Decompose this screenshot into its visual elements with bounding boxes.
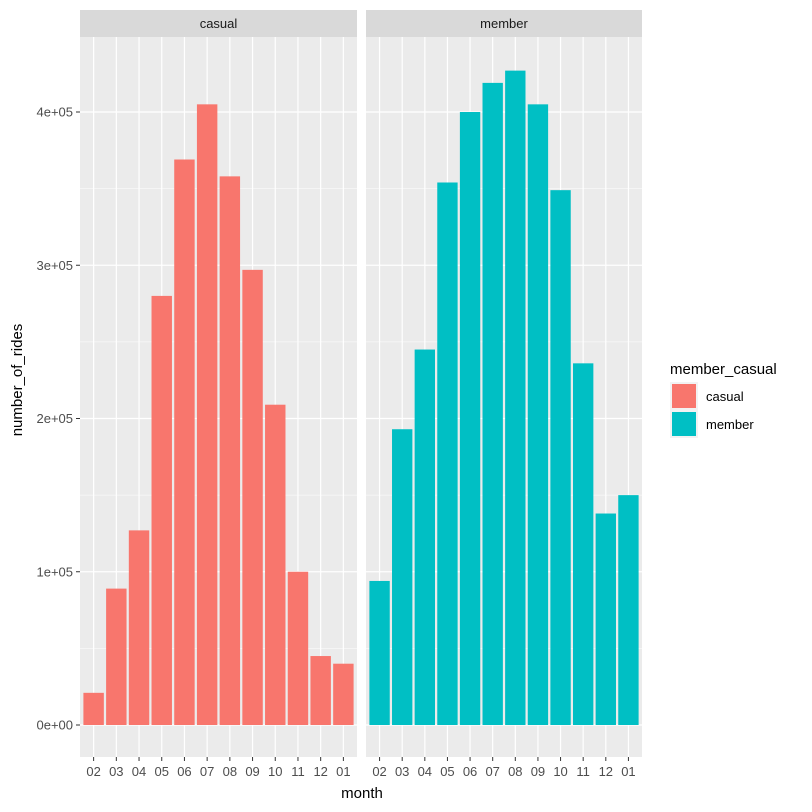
x-tick-label: 08 [508, 764, 522, 779]
bar-member-11 [573, 363, 594, 725]
bar-casual-06 [174, 159, 195, 725]
bar-member-12 [595, 513, 616, 725]
x-tick-label: 09 [245, 764, 259, 779]
x-tick-label: 06 [177, 764, 191, 779]
x-tick-label: 05 [155, 764, 169, 779]
bar-member-07 [482, 82, 503, 725]
bar-casual-10 [265, 404, 286, 725]
x-tick-label: 08 [223, 764, 237, 779]
x-tick-label: 10 [553, 764, 567, 779]
x-tick-label: 03 [395, 764, 409, 779]
x-axis-title: month [341, 785, 383, 802]
bar-casual-01 [333, 663, 354, 725]
bar-casual-12 [310, 656, 331, 725]
bar-member-01 [618, 495, 639, 725]
bar-member-09 [527, 104, 549, 725]
x-tick-label: 01 [621, 764, 635, 779]
y-axis: 0e+00 1e+05 2e+05 3e+05 4e+05 [36, 105, 80, 733]
bar-casual-04 [128, 530, 150, 725]
x-tick-label: 11 [291, 764, 305, 779]
facet-strip [80, 10, 357, 37]
legend-title: member_casual [670, 361, 777, 378]
bar-member-06 [459, 112, 481, 725]
legend: member_casual casual member [670, 361, 777, 438]
x-tick-label: 05 [440, 764, 454, 779]
bar-casual-07 [196, 104, 218, 725]
x-tick-label: 07 [200, 764, 214, 779]
y-axis-title: number_of_rides [9, 324, 26, 437]
bar-member-05 [437, 182, 458, 725]
y-tick-label: 0e+00 [36, 718, 73, 733]
bar-casual-09 [242, 269, 263, 725]
bar-member-02 [369, 580, 390, 725]
x-tick-label: 04 [418, 764, 432, 779]
legend-swatch-member [672, 412, 696, 436]
bar-member-03 [392, 429, 413, 725]
x-tick-label: 03 [109, 764, 123, 779]
bar-member-08 [505, 70, 526, 725]
x-tick-label: 07 [485, 764, 499, 779]
x-tick-label: 06 [463, 764, 477, 779]
bar-casual-02 [83, 692, 104, 725]
legend-swatch-casual [672, 384, 696, 408]
bar-member-10 [550, 190, 571, 726]
legend-label-member: member [706, 417, 754, 432]
y-tick-label: 2e+05 [36, 411, 73, 426]
x-tick-label: 01 [336, 764, 350, 779]
bar-member-04 [414, 349, 435, 725]
x-tick-label: 02 [372, 764, 386, 779]
facet-strip-label: member [480, 16, 528, 31]
x-tick-label: 10 [268, 764, 282, 779]
bar-casual-08 [219, 176, 241, 726]
y-tick-label: 3e+05 [36, 258, 73, 273]
x-tick-label: 11 [576, 764, 590, 779]
y-tick-label: 4e+05 [36, 105, 73, 120]
bar-casual-05 [151, 295, 172, 725]
bar-casual-11 [287, 571, 309, 725]
facet-strip-label: casual [200, 16, 238, 31]
panel-casual: casual 02 03 04 05 06 07 08 09 10 11 12 01 [80, 10, 357, 779]
panels-layer: casual 02 03 04 05 06 07 08 09 10 11 12 01 member 02 03… [80, 10, 642, 779]
x-tick-label: 04 [132, 764, 146, 779]
legend-label-casual: casual [706, 389, 744, 404]
x-tick-label: 12 [313, 764, 327, 779]
x-tick-label: 09 [531, 764, 545, 779]
bar-casual-03 [106, 588, 127, 725]
panel-member: member 02 03 04 05 06 07 08 09 10 11 12 01 [366, 10, 642, 779]
x-tick-label: 12 [599, 764, 613, 779]
x-tick-label: 02 [86, 764, 100, 779]
facet-strip [366, 10, 642, 37]
y-tick-label: 1e+05 [36, 564, 73, 579]
